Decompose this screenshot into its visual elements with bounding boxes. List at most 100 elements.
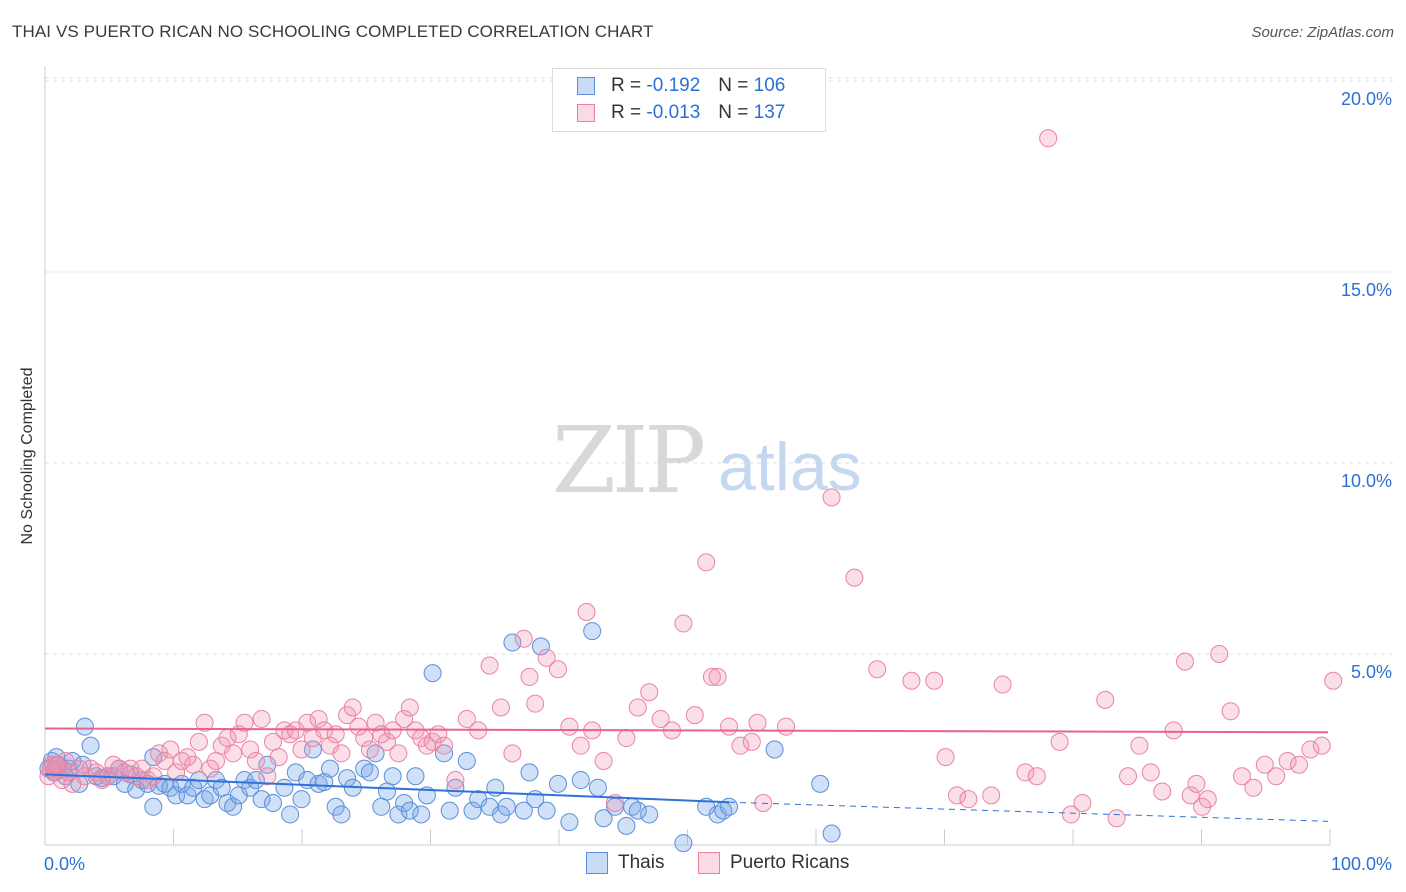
point-puerto-ricans bbox=[868, 660, 887, 679]
point-puerto-ricans bbox=[571, 736, 590, 755]
r-label: R = bbox=[611, 102, 642, 123]
point-thais bbox=[383, 767, 402, 786]
x-tick-label-min: 0.0% bbox=[44, 854, 85, 874]
point-puerto-ricans bbox=[1119, 767, 1137, 786]
r-value-puerto-ricans: -0.013 bbox=[646, 102, 701, 123]
point-puerto-ricans bbox=[292, 740, 311, 759]
point-thais bbox=[765, 740, 784, 759]
stats-legend: R = -0.192 N = 106 R = -0.013 N = 137 bbox=[552, 68, 826, 132]
y-tick-label: 10.0% bbox=[1341, 471, 1392, 491]
point-thais bbox=[378, 782, 396, 801]
point-puerto-ricans bbox=[702, 667, 721, 686]
point-puerto-ricans bbox=[184, 755, 203, 774]
chart-title: THAI VS PUERTO RICAN NO SCHOOLING COMPLE… bbox=[12, 22, 654, 41]
watermark-atlas: atlas bbox=[718, 429, 862, 505]
point-puerto-ricans bbox=[822, 488, 841, 507]
point-puerto-ricans bbox=[1187, 774, 1206, 793]
point-puerto-ricans bbox=[189, 732, 208, 751]
point-thais bbox=[674, 834, 693, 853]
point-puerto-ricans bbox=[845, 568, 864, 587]
point-puerto-ricans bbox=[309, 709, 328, 728]
point-puerto-ricans bbox=[1016, 763, 1035, 782]
bottom-swatch-thais bbox=[586, 852, 608, 874]
point-puerto-ricans bbox=[1050, 732, 1069, 751]
point-puerto-ricans bbox=[1290, 755, 1308, 774]
point-puerto-ricans bbox=[1312, 736, 1331, 755]
point-puerto-ricans bbox=[492, 698, 510, 717]
point-puerto-ricans bbox=[959, 790, 978, 809]
point-thais bbox=[75, 717, 94, 736]
point-puerto-ricans bbox=[235, 713, 254, 732]
point-puerto-ricans bbox=[1221, 702, 1240, 721]
point-puerto-ricans bbox=[651, 709, 670, 728]
point-thais bbox=[81, 736, 100, 755]
point-thais bbox=[224, 797, 243, 816]
point-puerto-ricans bbox=[457, 709, 476, 728]
point-puerto-ricans bbox=[1107, 809, 1126, 828]
point-puerto-ricans bbox=[628, 698, 647, 717]
point-thais bbox=[246, 771, 265, 790]
axis-ticks: 5.0% 10.0% 15.0% 20.0% 0.0% 100.0% bbox=[44, 89, 1392, 874]
point-puerto-ricans bbox=[167, 763, 186, 782]
point-puerto-ricans bbox=[948, 786, 966, 805]
trend-line-thais bbox=[44, 773, 730, 804]
point-puerto-ricans bbox=[685, 706, 704, 725]
point-puerto-ricans bbox=[1244, 778, 1263, 797]
point-puerto-ricans bbox=[537, 648, 556, 667]
point-puerto-ricans bbox=[395, 709, 414, 728]
bottom-swatch-puerto-ricans bbox=[698, 852, 720, 874]
point-thais bbox=[520, 763, 539, 782]
point-puerto-ricans bbox=[982, 786, 1001, 805]
point-puerto-ricans bbox=[1096, 690, 1115, 709]
point-puerto-ricans bbox=[400, 698, 419, 717]
point-puerto-ricans bbox=[549, 660, 567, 679]
point-thais bbox=[822, 824, 841, 843]
point-puerto-ricans bbox=[503, 744, 522, 763]
point-puerto-ricans bbox=[777, 717, 795, 736]
point-puerto-ricans bbox=[349, 717, 368, 736]
legend-label-thais: Thais bbox=[618, 852, 665, 874]
point-puerto-ricans bbox=[674, 614, 693, 633]
point-thais bbox=[423, 664, 442, 683]
point-puerto-ricans bbox=[224, 744, 243, 763]
point-puerto-ricans bbox=[343, 698, 362, 717]
point-thais bbox=[594, 809, 613, 828]
trend-line-puerto-ricans bbox=[44, 727, 1329, 734]
bottom-legend-thais: Thais bbox=[586, 852, 664, 874]
point-puerto-ricans bbox=[246, 751, 265, 770]
point-thais bbox=[292, 790, 311, 809]
point-puerto-ricans bbox=[1164, 721, 1183, 740]
y-tick-label: 15.0% bbox=[1341, 280, 1392, 300]
n-value-puerto-ricans: 137 bbox=[753, 102, 786, 123]
point-thais bbox=[549, 774, 567, 793]
r-label: R = bbox=[611, 75, 642, 96]
point-puerto-ricans bbox=[269, 748, 288, 767]
point-puerto-ricans bbox=[258, 767, 277, 786]
point-puerto-ricans bbox=[1141, 763, 1160, 782]
point-thais bbox=[275, 778, 294, 797]
point-thais bbox=[144, 797, 163, 816]
point-puerto-ricans bbox=[560, 717, 579, 736]
point-thais bbox=[332, 805, 351, 824]
n-label: N = bbox=[718, 75, 749, 96]
point-puerto-ricans bbox=[902, 671, 921, 690]
point-puerto-ricans bbox=[1062, 805, 1080, 824]
point-puerto-ricans bbox=[1198, 790, 1217, 809]
point-puerto-ricans bbox=[366, 713, 385, 732]
point-puerto-ricans bbox=[1210, 645, 1229, 663]
source-label: Source: ZipAtlas.com bbox=[1251, 24, 1394, 41]
legend-swatch-puerto-ricans bbox=[577, 103, 595, 122]
point-puerto-ricans bbox=[195, 713, 214, 732]
point-thais bbox=[360, 763, 379, 782]
point-puerto-ricans bbox=[731, 736, 750, 755]
point-puerto-ricans bbox=[1153, 782, 1172, 801]
watermark-zip: ZIP bbox=[552, 407, 703, 514]
n-label: N = bbox=[718, 102, 749, 123]
point-puerto-ricans bbox=[378, 732, 396, 751]
point-puerto-ricans bbox=[1324, 671, 1343, 690]
point-thais bbox=[514, 801, 533, 820]
point-puerto-ricans bbox=[389, 744, 408, 763]
point-puerto-ricans bbox=[207, 751, 225, 770]
point-puerto-ricans bbox=[993, 675, 1012, 694]
